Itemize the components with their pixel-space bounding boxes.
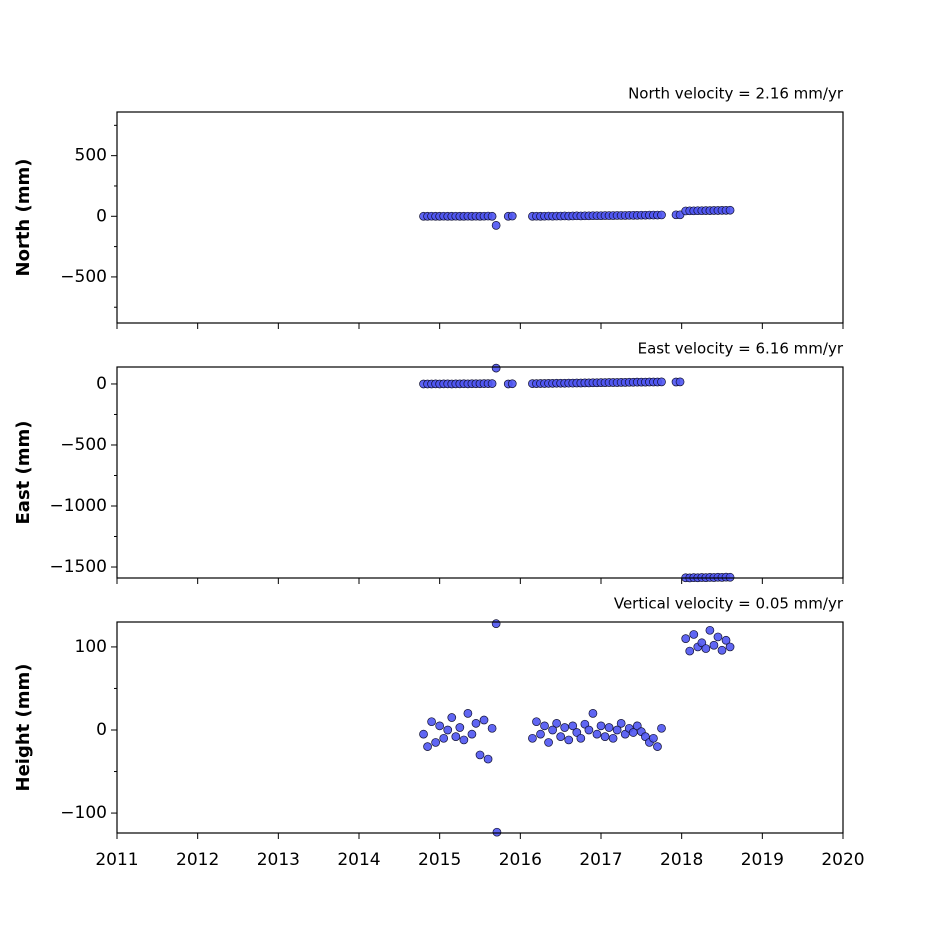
data-point bbox=[713, 632, 723, 642]
data-point bbox=[483, 754, 493, 764]
x-tick-label: 2014 bbox=[337, 850, 380, 870]
data-point bbox=[439, 733, 449, 743]
data-point bbox=[592, 729, 602, 739]
data-point bbox=[657, 210, 666, 220]
data-point bbox=[443, 725, 453, 735]
y-tick-label: 0 bbox=[96, 374, 107, 394]
data-point bbox=[423, 742, 432, 751]
data-point bbox=[491, 619, 501, 629]
panel-title: East velocity = 6.16 mm/yr bbox=[638, 340, 844, 358]
data-point bbox=[463, 709, 473, 718]
data-point bbox=[552, 718, 561, 728]
data-point bbox=[721, 635, 731, 645]
data-point bbox=[725, 205, 735, 215]
panel-title: Vertical velocity = 0.05 mm/yr bbox=[614, 595, 844, 613]
data-point bbox=[459, 735, 469, 745]
data-point bbox=[487, 211, 497, 221]
data-point bbox=[427, 717, 436, 727]
y-tick-label: −500 bbox=[60, 267, 107, 287]
y-tick-label: 100 bbox=[75, 637, 107, 657]
data-point bbox=[725, 572, 735, 582]
data-point bbox=[507, 211, 517, 221]
data-point bbox=[685, 646, 695, 656]
data-point bbox=[701, 644, 711, 653]
data-point bbox=[576, 733, 586, 743]
y-tick-label: 500 bbox=[75, 146, 107, 166]
data-point bbox=[528, 733, 537, 743]
data-point bbox=[612, 725, 622, 735]
data-point bbox=[419, 729, 428, 739]
data-point bbox=[649, 733, 658, 743]
axes-frame bbox=[116, 111, 844, 324]
data-point bbox=[568, 721, 578, 731]
panel-title: North velocity = 2.16 mm/yr bbox=[628, 85, 844, 103]
data-point bbox=[507, 379, 517, 389]
data-point bbox=[536, 729, 545, 739]
x-tick-label: 2012 bbox=[176, 850, 219, 870]
y-tick-label: 0 bbox=[96, 720, 107, 740]
x-tick-label: 2018 bbox=[660, 850, 703, 870]
y-tick-label: −1000 bbox=[49, 496, 107, 516]
data-point bbox=[604, 723, 614, 732]
y-tick-label: 0 bbox=[96, 206, 107, 226]
data-point bbox=[471, 718, 481, 728]
x-tick-label: 2013 bbox=[257, 850, 300, 870]
x-tick-label: 2017 bbox=[579, 850, 622, 870]
data-point bbox=[487, 723, 497, 733]
y-axis-label: North (mm) bbox=[13, 159, 34, 277]
data-point bbox=[596, 721, 606, 731]
data-point bbox=[564, 735, 574, 745]
data-point bbox=[431, 738, 440, 747]
data-point bbox=[725, 642, 735, 652]
data-point bbox=[435, 721, 445, 731]
data-point bbox=[681, 634, 691, 643]
data-point bbox=[705, 625, 715, 635]
data-point bbox=[709, 640, 719, 650]
data-point bbox=[487, 379, 497, 388]
x-tick-label: 2011 bbox=[95, 850, 138, 870]
data-point bbox=[532, 717, 541, 727]
x-tick-label: 2016 bbox=[499, 850, 542, 870]
data-point bbox=[653, 742, 662, 751]
data-point bbox=[475, 750, 485, 760]
data-point bbox=[556, 732, 566, 741]
data-point bbox=[548, 725, 557, 735]
data-point bbox=[492, 827, 502, 837]
data-point bbox=[451, 732, 461, 741]
data-point bbox=[467, 729, 477, 739]
data-point bbox=[608, 733, 618, 743]
x-tick-label: 2020 bbox=[821, 850, 864, 870]
data-point bbox=[600, 732, 610, 741]
axes-frame bbox=[116, 366, 844, 579]
data-point bbox=[491, 221, 501, 230]
y-tick-label: −1500 bbox=[49, 557, 107, 577]
x-tick-label: 2015 bbox=[418, 850, 461, 870]
y-axis-label: Height (mm) bbox=[13, 664, 34, 792]
data-point bbox=[544, 738, 553, 747]
data-point bbox=[675, 377, 685, 387]
data-point bbox=[540, 721, 549, 731]
data-point bbox=[689, 630, 699, 639]
data-point bbox=[584, 725, 594, 735]
data-point bbox=[479, 715, 489, 725]
x-tick-label: 2019 bbox=[741, 850, 784, 870]
data-point bbox=[588, 709, 598, 718]
data-point bbox=[657, 377, 666, 387]
y-axis-label: East (mm) bbox=[13, 421, 34, 525]
data-point bbox=[455, 723, 465, 732]
data-point bbox=[560, 723, 570, 732]
data-point bbox=[491, 363, 501, 373]
y-tick-label: −100 bbox=[60, 803, 107, 823]
data-point bbox=[717, 645, 727, 655]
data-point bbox=[657, 723, 666, 733]
axes-frame bbox=[116, 621, 844, 834]
data-point bbox=[616, 718, 626, 728]
y-tick-label: −500 bbox=[60, 435, 107, 455]
data-point bbox=[447, 713, 457, 722]
